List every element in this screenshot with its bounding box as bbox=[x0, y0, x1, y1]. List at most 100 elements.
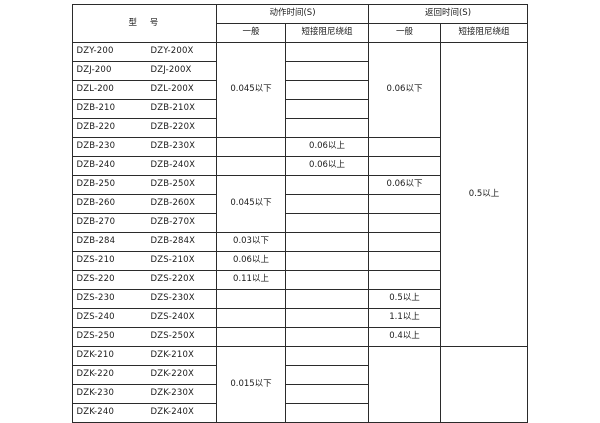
cell-action-time-damping bbox=[285, 42, 369, 62]
cell-model: DZS-230 DZS-230X bbox=[72, 289, 217, 309]
cell-action-time-damping bbox=[285, 384, 369, 404]
cell-return-time-general bbox=[368, 137, 441, 157]
cell-model: DZL-200 DZL-200X bbox=[72, 80, 217, 100]
cell-return-time-general: 0.06以下 bbox=[368, 175, 441, 195]
model-code-primary: DZS-240 bbox=[76, 312, 115, 323]
cell-action-time-damping bbox=[285, 403, 369, 423]
cell-model: DZB-250 DZB-250X bbox=[72, 175, 217, 195]
table-row: DZB-270 DZB-270X bbox=[72, 213, 528, 233]
cell-action-time-damping: 0.06以上 bbox=[285, 156, 369, 176]
model-code-primary: DZK-210 bbox=[76, 350, 115, 361]
model-code-variant: DZS-220X bbox=[150, 274, 195, 285]
cell-action-time-damping bbox=[285, 251, 369, 271]
model-code-variant: DZB-220X bbox=[150, 122, 196, 133]
cell-action-time-damping: 0.06以上 bbox=[285, 137, 369, 157]
relay-timing-specification-table: 型 号 动作时间(S) 返回时间(S) 一般 短接阻尼绕组 一般 短接阻尼绕组 … bbox=[72, 4, 528, 423]
cell-model: DZK-210 DZK-210X bbox=[72, 346, 217, 366]
model-code-variant: DZS-230X bbox=[150, 293, 195, 304]
cell-model: DZB-230 DZB-230X bbox=[72, 137, 217, 157]
cell-return-time-general: 0.4以上 bbox=[368, 327, 441, 347]
table-row: DZB-284 DZB-284X 0.03以下 bbox=[72, 232, 528, 252]
cell-model: DZK-220 DZK-220X bbox=[72, 365, 217, 385]
cell-model: DZB-284 DZB-284X bbox=[72, 232, 217, 252]
cell-action-time-damping bbox=[285, 194, 369, 214]
cell-model: DZB-260 DZB-260X bbox=[72, 194, 217, 214]
cell-action-time-general: 0.06以上 bbox=[216, 251, 286, 271]
table-row: DZK-220 DZK-220X bbox=[72, 365, 528, 385]
column-header-action-time: 动作时间(S) bbox=[216, 4, 369, 24]
model-code-primary: DZJ-200 bbox=[76, 65, 112, 76]
cell-action-time-general bbox=[216, 137, 286, 157]
cell-return-time-general bbox=[368, 251, 441, 271]
model-code-variant: DZB-250X bbox=[150, 179, 196, 190]
model-code-primary: DZS-250 bbox=[76, 331, 115, 342]
model-code-variant: DZK-240X bbox=[150, 407, 195, 418]
model-code-variant: DZB-240X bbox=[150, 160, 196, 171]
model-code-variant: DZB-210X bbox=[150, 103, 196, 114]
table-row: DZY-200 DZY-200X 0.045以下 0.06以下 0.5以上 bbox=[72, 42, 528, 347]
table-row: DZS-230 DZS-230X 0.5以上 bbox=[72, 289, 528, 309]
model-code-primary: DZB-284 bbox=[76, 236, 116, 247]
cell-action-time-general bbox=[216, 327, 286, 347]
cell-action-time-damping bbox=[285, 232, 369, 252]
cell-action-time-general: 0.015以下 bbox=[216, 346, 286, 423]
model-code-primary: DZK-240 bbox=[76, 407, 115, 418]
cell-return-time-general bbox=[368, 213, 441, 233]
cell-return-time-general bbox=[368, 270, 441, 290]
model-code-variant: DZB-270X bbox=[150, 217, 196, 228]
table-row: DZS-250 DZS-250X 0.4以上 bbox=[72, 327, 528, 347]
model-code-variant: DZK-220X bbox=[150, 369, 195, 380]
cell-model: DZS-250 DZS-250X bbox=[72, 327, 217, 347]
cell-action-time-damping bbox=[285, 365, 369, 385]
model-code-primary: DZB-220 bbox=[76, 122, 116, 133]
model-code-primary: DZS-230 bbox=[76, 293, 115, 304]
table-row: DZB-230 DZB-230X 0.06以上 bbox=[72, 137, 528, 157]
cell-action-time-general bbox=[216, 289, 286, 309]
cell-action-time-general: 0.045以下 bbox=[216, 175, 286, 233]
cell-return-time-general bbox=[368, 156, 441, 176]
cell-action-time-general: 0.11以上 bbox=[216, 270, 286, 290]
column-header-return-general: 一般 bbox=[368, 23, 441, 43]
model-code-variant: DZS-250X bbox=[150, 331, 195, 342]
model-code-variant: DZB-230X bbox=[150, 141, 196, 152]
cell-return-time-damping: 0.5以上 bbox=[440, 42, 528, 347]
column-header-action-damping: 短接阻尼绕组 bbox=[285, 23, 369, 43]
model-code-variant: DZJ-200X bbox=[150, 65, 192, 76]
cell-action-time-damping bbox=[285, 80, 369, 100]
table-row: DZS-220 DZS-220X 0.11以上 bbox=[72, 270, 528, 290]
column-header-return-time: 返回时间(S) bbox=[368, 4, 528, 24]
cell-action-time-damping bbox=[285, 289, 369, 309]
model-code-primary: DZB-240 bbox=[76, 160, 116, 171]
table-header: 型 号 动作时间(S) 返回时间(S) 一般 短接阻尼绕组 一般 短接阻尼绕组 bbox=[72, 4, 528, 43]
cell-return-time-general: 0.06以下 bbox=[368, 42, 441, 138]
model-code-primary: DZK-230 bbox=[76, 388, 115, 399]
model-code-variant: DZS-240X bbox=[150, 312, 195, 323]
cell-return-time-damping bbox=[440, 346, 528, 423]
table-header-row-1: 型 号 动作时间(S) 返回时间(S) bbox=[72, 4, 528, 43]
model-code-primary: DZY-200 bbox=[76, 46, 114, 57]
model-code-variant: DZY-200X bbox=[150, 46, 194, 57]
cell-action-time-damping bbox=[285, 327, 369, 347]
specification-table-container: 型 号 动作时间(S) 返回时间(S) 一般 短接阻尼绕组 一般 短接阻尼绕组 … bbox=[72, 4, 528, 423]
cell-model: DZB-210 DZB-210X bbox=[72, 99, 217, 119]
cell-action-time-general bbox=[216, 156, 286, 176]
model-code-primary: DZL-200 bbox=[76, 84, 114, 95]
cell-model: DZS-220 DZS-220X bbox=[72, 270, 217, 290]
cell-action-time-damping bbox=[285, 270, 369, 290]
cell-return-time-general bbox=[368, 232, 441, 252]
model-code-variant: DZB-284X bbox=[150, 236, 196, 247]
model-code-primary: DZK-220 bbox=[76, 369, 115, 380]
cell-action-time-damping bbox=[285, 99, 369, 119]
cell-action-time-damping bbox=[285, 213, 369, 233]
cell-model: DZK-240 DZK-240X bbox=[72, 403, 217, 423]
cell-model: DZS-240 DZS-240X bbox=[72, 308, 217, 328]
table-row: DZB-220 DZB-220X bbox=[72, 118, 528, 138]
cell-model: DZK-230 DZK-230X bbox=[72, 384, 217, 404]
model-code-variant: DZS-210X bbox=[150, 255, 195, 266]
model-code-primary: DZS-220 bbox=[76, 274, 115, 285]
model-code-variant: DZK-230X bbox=[150, 388, 195, 399]
column-header-action-general: 一般 bbox=[216, 23, 286, 43]
cell-return-time-general: 1.1以上 bbox=[368, 308, 441, 328]
model-code-primary: DZB-260 bbox=[76, 198, 116, 209]
table-row: DZK-210 DZK-210X 0.015以下 bbox=[72, 346, 528, 423]
